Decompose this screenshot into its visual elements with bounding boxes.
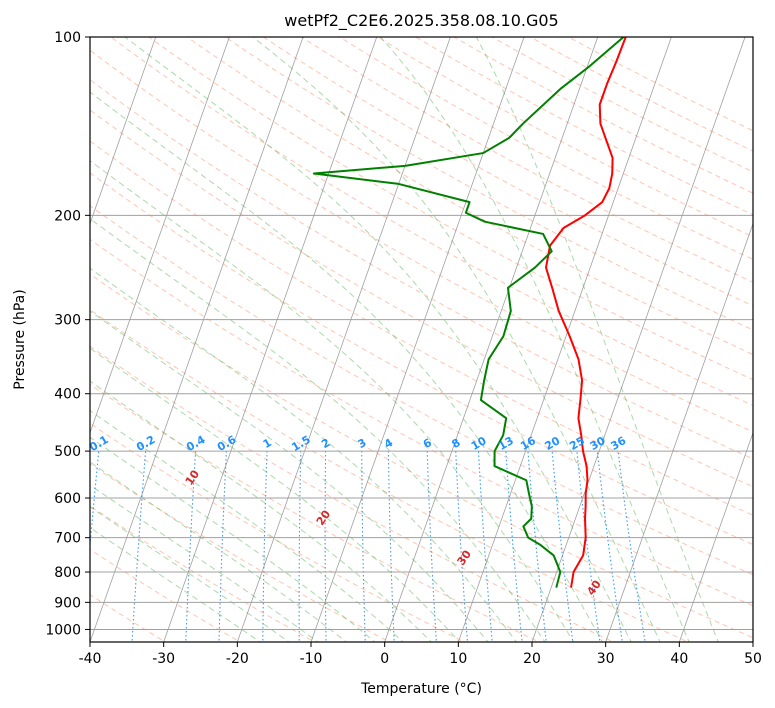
dry-adiabat-line [186, 37, 753, 356]
chart-title: wetPf2_C2E6.2025.358.08.10.G05 [284, 11, 558, 31]
x-tick-label: 40 [670, 651, 688, 667]
dry-adiabat-line [90, 205, 753, 576]
y-axis-label: Pressure (hPa) [12, 289, 28, 389]
dry-adiabat-line [90, 463, 391, 642]
isotherm-line [163, 37, 378, 642]
y-tick-label: 100 [54, 30, 81, 46]
isotherm-line [678, 431, 753, 642]
isotherm-line [531, 37, 746, 642]
dry-adiabat-line [90, 273, 753, 639]
moist-adiabat-line [90, 160, 575, 642]
isotherm-line [90, 37, 304, 642]
x-tick-label: 20 [523, 651, 541, 667]
x-tick-label: 0 [380, 651, 389, 667]
moist-adiabat-line [124, 37, 632, 642]
y-tick-label: 600 [54, 491, 81, 507]
dry-adiabat-line [262, 37, 753, 307]
mixing-ratio-line [218, 451, 227, 642]
y-tick-label: 200 [54, 208, 81, 224]
dry-adiabat-line [90, 140, 753, 516]
isotherm-line [90, 37, 157, 225]
dewpoint-profile-line [312, 37, 625, 588]
y-tick-label: 300 [54, 313, 81, 329]
x-tick-label: 10 [449, 651, 467, 667]
dry-adiabat-line [109, 37, 753, 407]
x-tick-label: 30 [597, 651, 615, 667]
isotherm-line [457, 37, 672, 642]
x-tick-label: -20 [226, 651, 249, 667]
mixing-ratio-line [617, 451, 646, 642]
isotherm-line [236, 37, 451, 642]
x-axis-label: Temperature (°C) [360, 681, 482, 697]
y-tick-label: 500 [54, 444, 81, 460]
mixing-ratio-line [185, 451, 197, 642]
isotherm-line [90, 37, 230, 435]
y-tick-label: 400 [54, 387, 81, 403]
isotherm-line [605, 222, 753, 642]
moist-adiabat-line [90, 347, 461, 642]
dry-adiabat-line [90, 172, 753, 546]
x-tick-label: 50 [744, 651, 762, 667]
x-tick-label: -10 [300, 651, 323, 667]
dry-adiabat-line [90, 79, 753, 460]
y-tick-label: 1000 [45, 622, 81, 638]
y-tick-label: 900 [54, 595, 81, 611]
y-tick-label: 800 [54, 565, 81, 581]
mixing-ratio-line [298, 451, 302, 642]
mixing-ratio-line [387, 451, 395, 642]
x-tick-label: -40 [79, 651, 102, 667]
x-tick-label: -30 [152, 651, 175, 667]
isotherm-line [384, 37, 599, 642]
moist-adiabat-line [252, 37, 661, 642]
plot-frame [89, 36, 754, 643]
dry-adiabat-line [300, 37, 753, 283]
y-tick-label: 700 [54, 531, 81, 547]
dry-adiabat-line [90, 238, 753, 607]
moist-adiabat-line [90, 436, 376, 642]
temperature-profile-line [545, 37, 627, 588]
mixing-ratio-line [324, 451, 327, 642]
mixing-ratio-line [361, 451, 366, 642]
mixing-ratio-line [262, 451, 268, 642]
isotherm-line [310, 37, 525, 642]
